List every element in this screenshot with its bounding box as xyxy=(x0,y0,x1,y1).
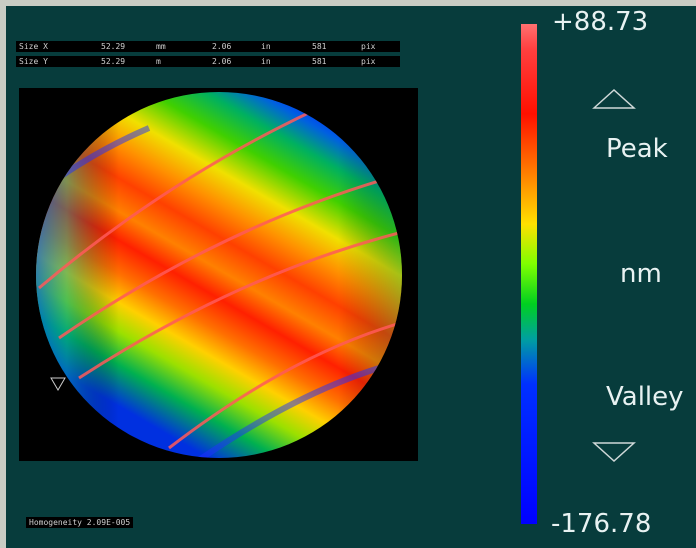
size-y-row: Size Y 52.29 m 2.06 in 581 pix xyxy=(16,56,400,67)
size-x-row: Size X 52.29 mm 2.06 in 581 pix xyxy=(16,41,400,52)
size-x-mm-unit: mm xyxy=(156,42,166,51)
surface-map-frame xyxy=(19,88,418,461)
unit-label: nm xyxy=(620,259,662,289)
size-x-label: Size X xyxy=(19,42,48,51)
display-panel: Size X 52.29 mm 2.06 in 581 pix Size Y 5… xyxy=(6,6,696,548)
size-x-mm-value: 52.29 xyxy=(101,42,126,51)
size-y-label: Size Y xyxy=(19,57,48,66)
size-y-in-unit: in xyxy=(261,57,271,66)
size-y-pix-unit: pix xyxy=(361,57,376,66)
size-y-in-value: 2.06 xyxy=(212,57,232,66)
size-x-in-value: 2.06 xyxy=(212,42,232,51)
peak-label: Peak xyxy=(606,134,668,164)
size-x-in-unit: in xyxy=(261,42,271,51)
surface-height-map xyxy=(36,92,402,458)
size-x-pix-unit: pix xyxy=(361,42,376,51)
size-x-pix-value: 581 xyxy=(312,42,327,51)
marker-triangle-icon xyxy=(50,377,66,391)
scale-max-value: +88.73 xyxy=(552,7,649,37)
scale-min-value: -176.78 xyxy=(551,509,652,539)
size-y-mm-unit: m xyxy=(156,57,161,66)
color-scale-bar xyxy=(521,24,537,524)
size-y-mm-value: 52.29 xyxy=(101,57,126,66)
homogeneity-readout: Homogeneity 2.09E-005 xyxy=(26,517,134,528)
size-y-pix-value: 581 xyxy=(312,57,327,66)
peak-up-arrow-icon xyxy=(592,88,636,109)
valley-down-arrow-icon xyxy=(592,442,636,463)
valley-label: Valley xyxy=(606,382,684,412)
